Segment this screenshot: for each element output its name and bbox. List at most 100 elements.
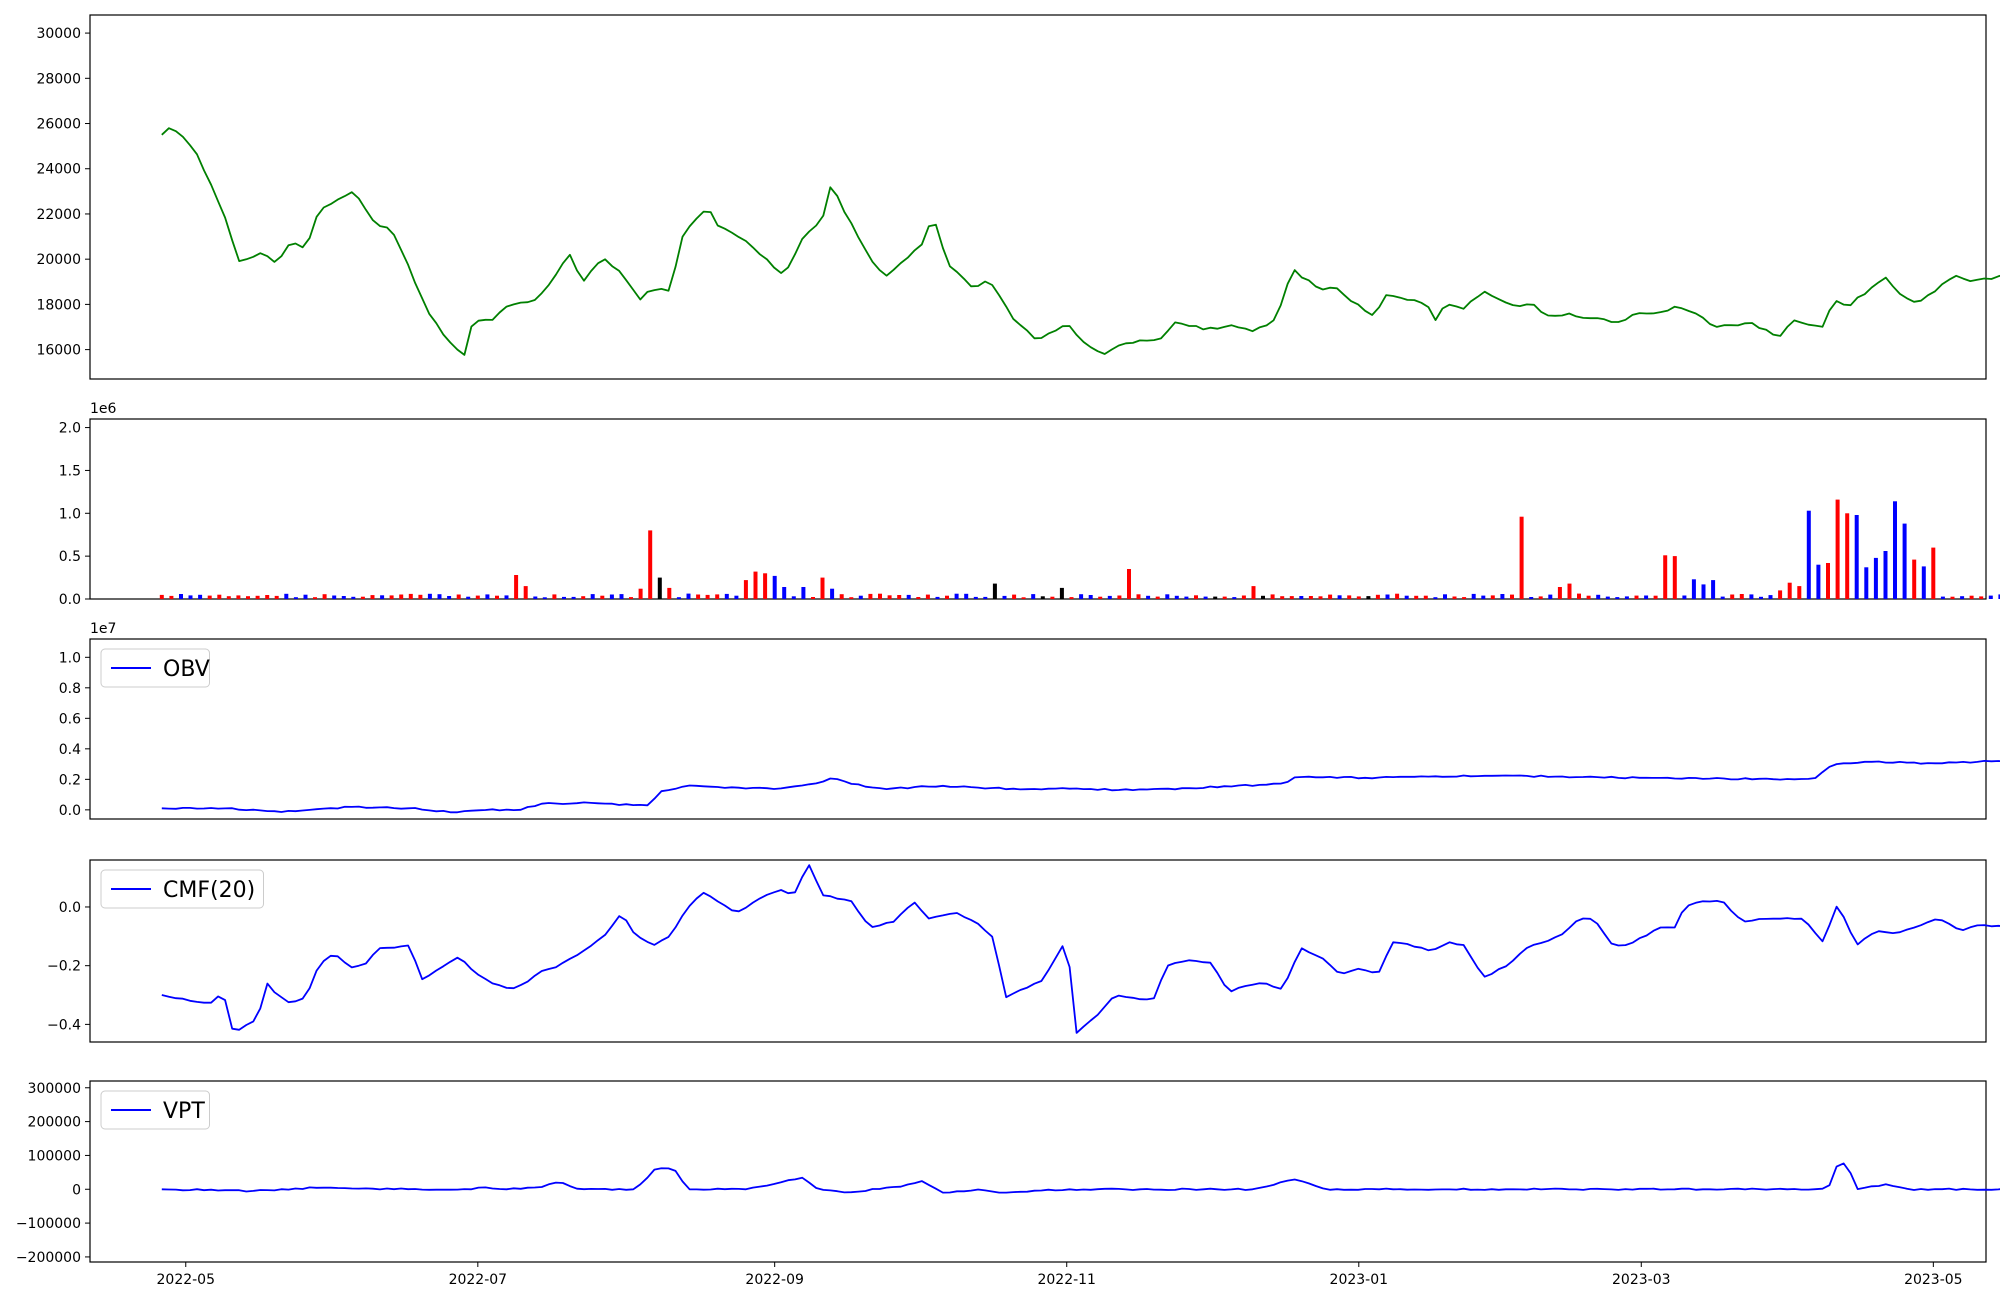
volume-bar [1184, 596, 1189, 599]
volume-bar [284, 593, 289, 599]
volume-bar [782, 587, 787, 599]
volume-bar [1136, 594, 1141, 599]
cmf-y-tick-label: −0.4 [47, 1017, 81, 1033]
volume-bar [1596, 594, 1601, 599]
volume-bar [1759, 596, 1763, 599]
volume-bar [1423, 595, 1428, 599]
volume-bar [1806, 510, 1811, 599]
volume-bar [1127, 569, 1131, 599]
volume-bar [1270, 594, 1275, 599]
volume-bar [179, 594, 183, 599]
volume-bar [514, 575, 519, 599]
price-axes-frame [89, 14, 1987, 380]
obv-legend: OBV [100, 648, 210, 688]
volume-bar [1634, 595, 1639, 599]
volume-bar [332, 595, 337, 599]
volume-bar [1778, 590, 1783, 599]
volume-bar [1433, 597, 1438, 599]
x-tick-label: 2022-09 [745, 1272, 804, 1288]
vpt-axes-frame [89, 1080, 1987, 1263]
volume-bar [1931, 547, 1936, 599]
volume-bar [351, 596, 356, 599]
x-tick-label: 2022-07 [449, 1272, 508, 1288]
volume-bar [456, 594, 461, 599]
volume-bar [1988, 595, 1993, 599]
volume-bar [1883, 551, 1888, 599]
volume-bar [1691, 579, 1696, 599]
volume-bar [858, 595, 863, 599]
volume-bar [1490, 595, 1495, 599]
volume-bar [1040, 596, 1045, 599]
volume-bar [1624, 596, 1629, 599]
volume-bar [1864, 567, 1869, 599]
price-y-tick-label: 28000 [36, 71, 81, 87]
volume-bar [1462, 597, 1467, 599]
volume-bar [360, 596, 365, 599]
volume-bar [954, 593, 959, 599]
volume-bar [1069, 597, 1074, 599]
volume-y-tick-label: 0.0 [59, 592, 81, 608]
volume-bar [1739, 594, 1744, 599]
volume-bar [801, 587, 806, 599]
volume-bar [1146, 595, 1151, 599]
volume-bar [1088, 595, 1093, 599]
volume-bar [1452, 596, 1457, 599]
x-tick-label: 2023-05 [1904, 1272, 1963, 1288]
volume-bar [1557, 587, 1562, 599]
volume-bar [657, 577, 662, 599]
volume-bar [1682, 595, 1687, 599]
volume-bar [1902, 523, 1907, 599]
volume-bar [293, 597, 298, 599]
cmf-legend-label: CMF(20) [163, 878, 255, 903]
volume-bar [571, 596, 576, 599]
volume-bar [504, 595, 509, 599]
volume-bar [226, 596, 231, 599]
volume-bar [638, 588, 643, 599]
obv-legend-box [100, 648, 210, 688]
obv-offset-label: 1e7 [90, 621, 116, 637]
volume-bar [1720, 596, 1725, 599]
vpt-legend: VPT [100, 1090, 210, 1130]
volume-bar [1241, 595, 1246, 599]
x-tick-label: 2022-05 [157, 1272, 216, 1288]
cmf-y-tick-label: −0.2 [47, 959, 81, 975]
volume-bar [1280, 596, 1285, 599]
x-tick-label: 2022-11 [1037, 1272, 1096, 1288]
volume-bar [1672, 556, 1677, 599]
volume-bar [945, 595, 949, 599]
volume-bar [1940, 596, 1945, 599]
volume-bar [380, 595, 385, 599]
volume-bar [1194, 595, 1198, 599]
volume-bar [246, 596, 250, 599]
vpt-legend-box [100, 1090, 210, 1130]
volume-bar [1079, 594, 1084, 599]
volume-bar [1969, 595, 1974, 599]
volume-bar [839, 594, 844, 599]
volume-bar [925, 594, 930, 599]
volume-bar [1203, 596, 1208, 599]
x-tick-label: 2023-01 [1330, 1272, 1389, 1288]
volume-bar [705, 594, 710, 599]
volume-bar [686, 593, 691, 599]
volume-bar [715, 594, 720, 599]
vpt-y-tick-label: −200000 [16, 1250, 81, 1266]
volume-bar [1873, 557, 1878, 599]
volume-bar [1107, 595, 1112, 599]
volume-bar [1921, 566, 1926, 599]
volume-bar [1529, 597, 1534, 599]
volume-bar [1356, 596, 1361, 599]
volume-bar [1538, 596, 1543, 599]
volume-bar [1337, 595, 1342, 599]
price-y-tick-label: 20000 [36, 252, 81, 268]
volume-bar [1797, 586, 1802, 599]
volume-bar [1261, 595, 1265, 599]
vpt-y-tick-label: 0 [72, 1182, 81, 1198]
cmf-series-line [161, 864, 2000, 1034]
volume-bar [1251, 586, 1256, 599]
volume-bar [1471, 593, 1476, 599]
volume-bar [322, 594, 327, 599]
volume-bar [1998, 594, 2000, 599]
volume-bar [1510, 594, 1514, 599]
obv-series-line [161, 760, 2000, 814]
